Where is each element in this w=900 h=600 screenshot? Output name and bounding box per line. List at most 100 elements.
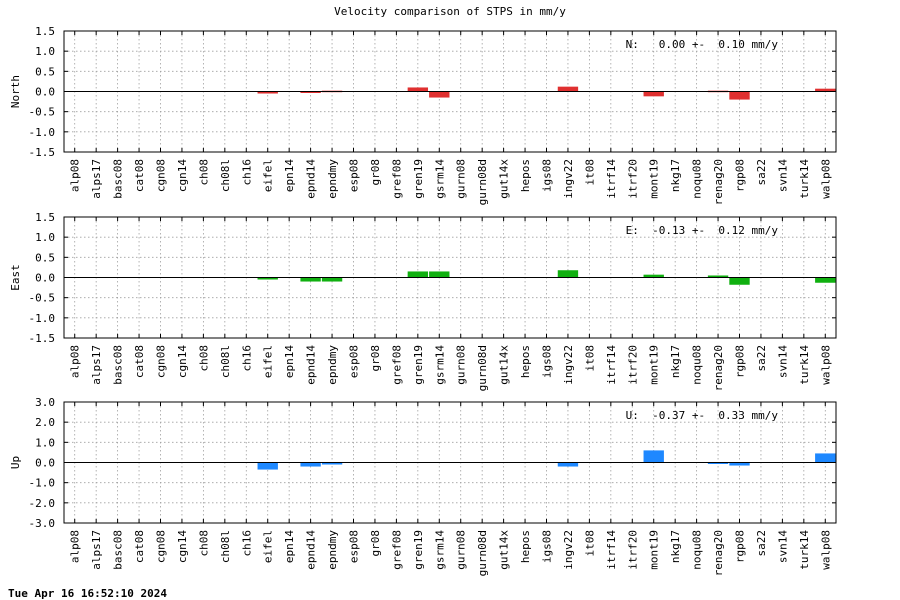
x-tick-label: gref08 [390,159,403,199]
x-tick-label: it08 [583,530,596,557]
x-tick-label: esp08 [348,530,361,563]
x-tick-label: epn14 [283,530,296,563]
x-tick-label: itrf20 [626,159,639,199]
x-tick-label: epn14 [283,159,296,192]
x-tick-label: alps17 [90,345,103,385]
x-tick-label: ch08l [219,345,232,378]
x-tick-label: gsrm14 [433,159,446,199]
x-tick-label: cgn14 [176,530,189,563]
x-tick-label: gurn08d [476,159,489,205]
panel-annotation: U: -0.37 +- 0.33 mm/y [626,409,779,422]
x-tick-label: ch08l [219,159,232,192]
bar [643,274,664,278]
x-tick-label: itrf20 [626,345,639,385]
x-tick-label: igs08 [541,345,554,378]
x-tick-label: epndmy [326,345,339,385]
y-axis-label: East [9,264,22,291]
bar [815,88,836,92]
x-tick-label: sa22 [755,530,768,557]
bar [300,277,321,282]
x-tick-label: rgp08 [734,345,747,378]
bar [300,91,321,93]
x-tick-label: ch16 [240,345,253,372]
x-tick-label: renag20 [712,159,725,205]
bar [429,271,450,278]
x-tick-label: alp08 [69,530,82,563]
y-tick-label: 0.0 [35,86,55,99]
x-tick-label: epnd14 [305,530,318,570]
bar [321,277,343,282]
y-tick-label: 1.5 [35,25,55,38]
x-tick-label: mont19 [648,159,661,199]
x-tick-label: renag20 [712,530,725,576]
x-tick-label: ch16 [240,530,253,557]
x-tick-label: epnd14 [305,345,318,385]
x-tick-label: nkg17 [669,530,682,563]
x-tick-label: gurn08 [455,530,468,570]
x-tick-label: cgn08 [155,345,168,378]
x-tick-label: ingv22 [562,530,575,570]
x-tick-label: gsrm14 [433,530,446,570]
x-tick-label: sa22 [755,345,768,372]
x-tick-label: esp08 [348,345,361,378]
timestamp-footer: Tue Apr 16 16:52:10 2024 [8,587,167,600]
bar [707,275,729,278]
x-tick-label: nkg17 [669,345,682,378]
x-tick-label: gref08 [390,530,403,570]
x-tick-label: gut14x [498,530,511,570]
y-tick-label: -1.0 [29,477,56,490]
x-tick-label: itrf20 [626,530,639,570]
x-tick-label: gurn08d [476,530,489,576]
plot-frame [63,401,837,524]
x-tick-label: turk14 [798,345,811,385]
x-tick-label: basc08 [112,345,125,385]
y-tick-label: 0.0 [35,457,55,470]
x-tick-label: eifel [262,345,275,378]
y-tick-label: 0.0 [35,272,55,285]
x-tick-label: gurn08d [476,345,489,391]
x-tick-label: basc08 [112,530,125,570]
x-tick-label: alp08 [69,159,82,192]
x-tick-label: gurn08 [455,159,468,199]
x-tick-label: itrf14 [605,345,618,385]
y-axis-label: North [9,75,22,108]
y-tick-label: -1.0 [29,126,56,139]
x-tick-label: gurn08 [455,345,468,385]
bar [257,462,278,470]
x-tick-label: basc08 [112,159,125,199]
x-tick-label: cat08 [133,530,146,563]
x-tick-label: ingv22 [562,159,575,199]
x-tick-label: igs08 [541,530,554,563]
y-tick-label: 1.0 [35,45,55,58]
x-tick-label: epndmy [326,530,339,570]
bar [407,87,429,92]
bar [815,453,836,463]
x-tick-label: gsrm14 [433,345,446,385]
x-tick-label: cat08 [133,159,146,192]
x-tick-label: turk14 [798,159,811,199]
x-tick-label: igs08 [541,159,554,192]
bar [300,462,321,467]
x-tick-label: itrf14 [605,159,618,199]
y-tick-label: 0.5 [35,251,55,264]
x-tick-label: cgn08 [155,159,168,192]
x-tick-label: walp08 [819,530,832,570]
y-tick-label: -1.5 [29,332,56,345]
x-tick-label: ingv22 [562,345,575,385]
bar [729,462,750,466]
x-tick-label: noqu08 [691,345,704,385]
y-axis-label: Up [9,456,22,469]
x-tick-label: ch16 [240,159,253,186]
y-tick-label: 3.0 [35,396,55,409]
x-tick-label: itrf14 [605,530,618,570]
x-tick-label: gr08 [369,159,382,186]
x-tick-label: ch08 [197,530,210,557]
y-tick-label: 0.5 [35,65,55,78]
bar [429,91,450,98]
x-tick-label: rgp08 [734,530,747,563]
x-tick-label: turk14 [798,530,811,570]
bar [643,91,664,97]
x-tick-label: it08 [583,345,596,372]
x-tick-label: gren19 [412,345,425,385]
y-tick-label: -1.5 [29,146,56,159]
